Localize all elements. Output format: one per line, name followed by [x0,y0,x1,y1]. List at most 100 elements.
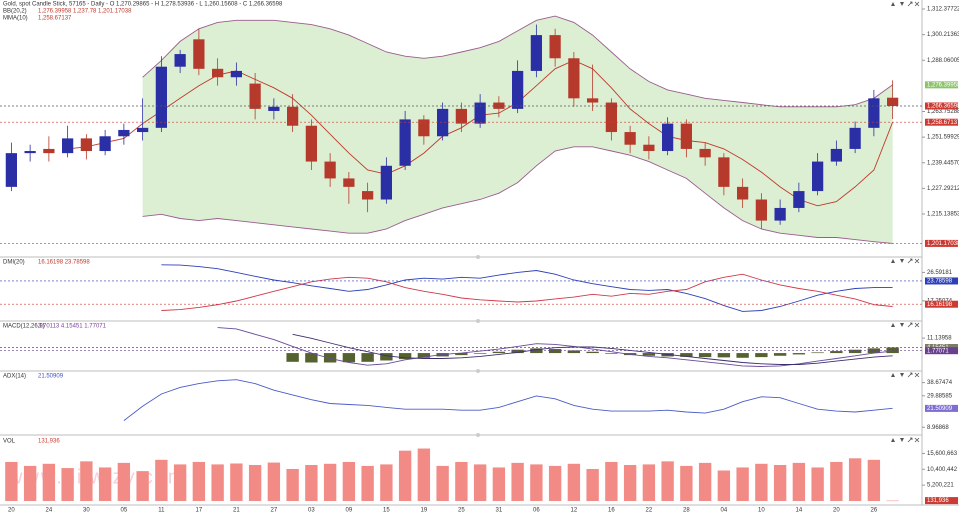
panel-button[interactable] [907,437,913,443]
resize-handle[interactable] [476,319,480,323]
bar [680,353,693,357]
candle-body [512,70,524,109]
panel-button[interactable] [907,372,913,378]
resize-handle[interactable] [476,433,480,437]
y-tick-label: 1,215.13853 [927,212,959,218]
resize-handle[interactable] [476,255,480,259]
bar [736,467,749,501]
panel-button[interactable] [891,2,895,6]
indicator-value: 1,258.67137 [38,16,72,22]
bar [548,349,562,354]
bar [773,353,787,356]
bar [286,353,299,362]
y-tick-label: 1,312.37722 [927,7,959,13]
bar [511,462,524,501]
marker-box [925,102,958,110]
y-tick-label: 11.13958 [927,336,952,342]
bar [473,464,487,501]
candle-body [774,207,786,221]
candle-body [343,178,355,187]
panel-button[interactable] [900,438,904,442]
y-tick-label: 38.67474 [927,380,953,386]
candle-body [43,148,55,154]
bar [623,465,637,501]
bar [567,463,581,501]
x-tick-label: 03 [308,508,315,514]
close-icon [914,437,920,443]
panel-value: 16.16198 23.78598 [38,260,90,266]
x-tick-label: 28 [683,508,690,514]
y-tick-label: 26.59181 [927,270,953,276]
bar [811,467,824,501]
y-tick-label: 15,600,663 [927,451,958,457]
panel-button[interactable] [900,259,904,263]
bar [323,463,337,501]
bar [305,465,318,501]
bar [642,353,656,356]
indicator-line [292,333,893,365]
bar [511,349,524,354]
y-tick-label: 8.96868 [927,425,949,431]
bar [436,465,449,501]
candle-body [80,138,92,152]
bar [530,464,543,501]
panel-button[interactable] [907,322,913,328]
panel-button[interactable] [914,322,920,328]
resize-handle[interactable] [476,369,480,373]
bar [455,353,468,356]
candle-body [212,68,224,78]
bar [361,353,374,362]
y-tick-label: 1,239.44570 [927,160,959,166]
arrow-icon [891,259,895,263]
bar [773,465,787,501]
marker-label: 1,258.67137 [927,120,959,126]
x-tick-label: 31 [496,508,503,514]
maximize-icon [907,372,913,378]
bar [492,351,506,354]
panel-button[interactable] [900,373,904,377]
bar [698,462,712,501]
panel-button[interactable] [891,323,895,327]
bar [605,461,618,501]
panel-button[interactable] [914,1,920,7]
x-tick-label: 20 [833,508,840,514]
bar [642,464,656,501]
candle-body [868,98,880,128]
candle-body [474,102,486,124]
panel-button[interactable] [900,2,904,6]
x-tick-label: 22 [646,508,653,514]
x-tick-label: 10 [758,508,765,514]
candle-body [812,161,824,192]
panel-button[interactable] [907,1,913,7]
maximize-icon [907,258,913,264]
arrow-icon [900,259,904,263]
panel-button[interactable] [900,323,904,327]
panel-button[interactable] [907,258,913,264]
bar [248,465,262,501]
candle-body [605,102,617,133]
candle-body [755,199,767,221]
y-tick-label: 1,263.75288 [927,109,959,115]
panel-title: ADX(14) [3,374,26,380]
candle-body [268,106,280,111]
panel-button[interactable] [891,438,895,442]
marker-label: 1,276.39958 [927,82,959,88]
x-tick-label: 15 [383,508,390,514]
y-tick-label: 1,300.21363 [927,32,959,38]
candle-body [643,144,655,152]
x-tick-label: 16 [608,508,615,514]
bar [173,464,187,501]
bar [417,448,431,501]
candle-body [662,123,674,152]
close-icon [914,322,920,328]
chart-title: Gold, spot [3,2,31,8]
panel-button[interactable] [891,373,895,377]
bar [192,461,206,501]
panel-button[interactable] [914,372,920,378]
x-tick-label: 24 [46,508,53,514]
panel-button[interactable] [914,258,920,264]
panel-button[interactable] [914,437,920,443]
panel-button[interactable] [891,259,895,263]
bar [792,353,806,355]
bar [605,353,618,354]
